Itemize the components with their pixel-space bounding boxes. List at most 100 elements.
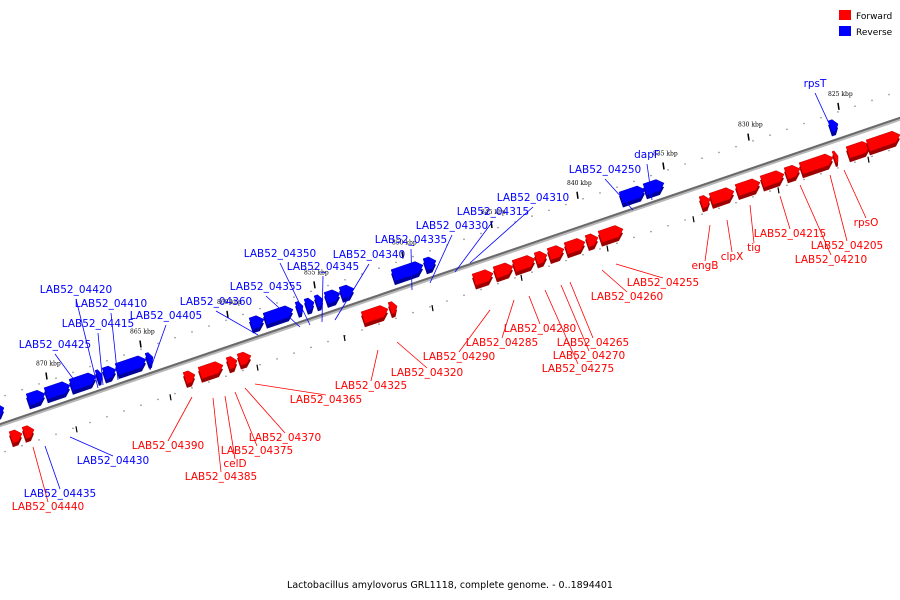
forward-gene-label[interactable]: LAB52_04270 [553,350,626,362]
reverse-gene-arrow[interactable] [68,372,97,392]
reverse-gene-label[interactable]: LAB52_04405 [130,310,203,322]
forward-gene-label[interactable]: LAB52_04370 [249,432,322,444]
forward-gene-label[interactable]: LAB52_04275 [542,363,615,375]
track-dot [395,317,397,320]
forward-gene-arrow[interactable] [584,233,599,248]
forward-gene-arrow[interactable] [597,225,624,243]
forward-gene-label[interactable]: LAB52_04280 [504,323,577,335]
reverse-gene-label[interactable]: LAB52_04355 [230,281,303,293]
forward-gene-arrow[interactable] [225,356,238,370]
forward-gene-arrow[interactable] [708,187,735,206]
forward-gene-label[interactable]: engB [692,260,719,272]
forward-leader-line [829,174,848,242]
reverse-leader-line [429,234,453,284]
forward-gene-label[interactable]: LAB52_04205 [811,240,884,252]
reverse-gene-label[interactable]: LAB52_04420 [40,284,113,296]
forward-gene-arrow[interactable] [533,250,548,265]
reverse-gene-arrow[interactable] [114,355,147,376]
forward-gene-arrow[interactable] [783,164,801,180]
scale-tick [520,274,523,281]
forward-gene-arrow[interactable] [831,150,839,164]
reverse-gene-label[interactable]: rpsT [804,78,827,90]
forward-gene-label[interactable]: LAB52_04375 [221,445,294,457]
reverse-gene-arrow[interactable] [642,179,665,196]
reverse-leader-line [149,324,167,371]
reverse-gene-label[interactable]: LAB52_04315 [457,206,530,218]
forward-gene-arrow[interactable] [387,301,398,315]
forward-gene-arrow[interactable] [360,305,389,324]
forward-gene-label[interactable]: LAB52_04440 [12,501,85,513]
forward-gene-label[interactable]: LAB52_04285 [466,337,539,349]
reverse-gene-arrow[interactable] [144,352,154,366]
reverse-gene-label[interactable]: dapF [634,149,660,161]
forward-gene-arrow[interactable] [698,195,711,209]
reverse-gene-label[interactable]: LAB52_04360 [180,296,253,308]
forward-gene-arrow[interactable] [759,170,785,188]
reverse-gene-arrow[interactable] [0,404,5,417]
track-dot [803,122,805,125]
reverse-gene-arrow[interactable] [618,185,646,204]
reverse-gene-arrow[interactable] [827,119,839,133]
forward-gene-label[interactable]: LAB52_04265 [557,337,630,349]
reverse-gene-arrow[interactable] [303,297,315,312]
legend-forward-swatch [839,10,851,20]
forward-gene-arrow[interactable] [236,351,252,366]
forward-gene-label[interactable]: LAB52_04260 [591,291,664,303]
reverse-gene-arrow[interactable] [248,315,265,330]
reverse-leader-line [646,163,653,201]
forward-gene-arrow[interactable] [471,269,494,286]
reverse-gene-arrow[interactable] [94,369,103,383]
track-dot [225,375,227,378]
reverse-gene-label[interactable]: LAB52_04415 [62,318,135,330]
reverse-gene-arrow[interactable] [262,305,294,325]
forward-leader-line [370,349,379,382]
track-dot [157,398,159,401]
reverse-gene-arrow[interactable] [422,256,437,271]
forward-gene-arrow[interactable] [546,245,565,261]
forward-gene-label[interactable]: LAB52_04290 [423,351,496,363]
forward-gene-label[interactable]: LAB52_04210 [795,254,868,266]
forward-gene-label[interactable]: LAB52_04365 [290,394,363,406]
track-dot [242,369,244,372]
track-dot [497,282,499,285]
track-dot [718,207,720,210]
forward-gene-label[interactable]: LAB52_04390 [132,440,205,452]
forward-gene-label[interactable]: LAB52_04215 [754,228,827,240]
reverse-gene-arrow[interactable] [323,289,341,305]
reverse-gene-arrow[interactable] [25,389,46,406]
forward-gene-label[interactable]: LAB52_04255 [627,277,700,289]
forward-gene-arrow[interactable] [734,178,761,197]
forward-gene-arrow[interactable] [563,238,586,255]
reverse-gene-arrow[interactable] [43,381,71,400]
reverse-gene-label[interactable]: LAB52_04335 [375,234,448,246]
reverse-gene-label[interactable]: LAB52_04250 [569,164,642,176]
reverse-gene-label[interactable]: LAB52_04330 [416,220,489,232]
forward-gene-arrow[interactable] [492,262,514,279]
reverse-gene-label[interactable]: LAB52_04430 [77,455,150,467]
track-dot [429,250,431,252]
forward-gene-label[interactable]: tig [747,242,761,254]
forward-gene-arrow[interactable] [182,370,196,385]
forward-gene-label[interactable]: LAB52_04385 [185,471,258,483]
forward-gene-label[interactable]: rpsO [854,217,879,229]
reverse-gene-label[interactable]: LAB52_04340 [333,249,406,261]
scale-tick [606,245,609,252]
forward-gene-label[interactable]: LAB52_04320 [391,367,464,379]
reverse-gene-label[interactable]: LAB52_04425 [19,339,92,351]
forward-gene-arrow[interactable] [798,153,834,175]
reverse-gene-arrow[interactable] [101,365,117,380]
reverse-gene-label[interactable]: LAB52_04435 [24,488,97,500]
reverse-gene-label[interactable]: LAB52_04410 [75,298,148,310]
forward-gene-label[interactable]: clpX [721,251,744,263]
forward-gene-arrow[interactable] [865,130,900,152]
forward-gene-label[interactable]: LAB52_04325 [335,380,408,392]
reverse-gene-label[interactable]: LAB52_04345 [287,261,360,273]
forward-gene-arrow[interactable] [511,255,536,273]
forward-gene-arrow[interactable] [8,429,23,444]
forward-gene-arrow[interactable] [21,425,35,440]
reverse-gene-label[interactable]: LAB52_04310 [497,192,570,204]
forward-gene-arrow[interactable] [197,361,224,380]
reverse-gene-label[interactable]: LAB52_04350 [244,248,317,260]
forward-gene-label[interactable]: celD [223,458,246,470]
